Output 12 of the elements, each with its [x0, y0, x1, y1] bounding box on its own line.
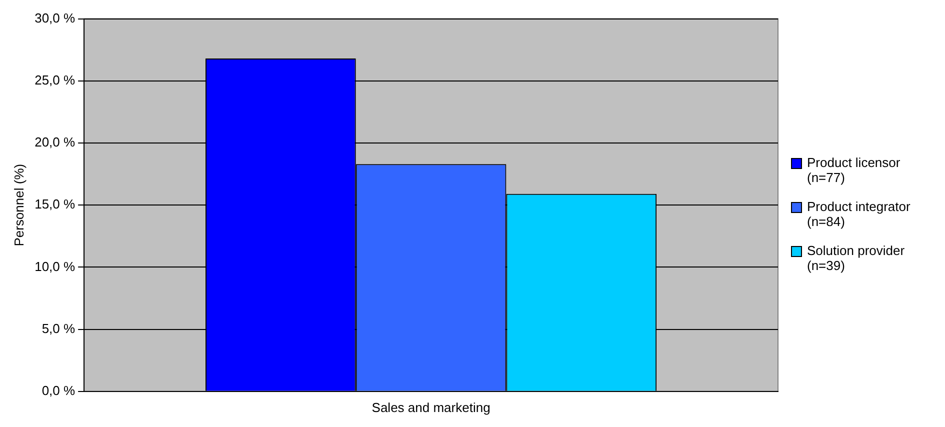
y-tick-label: 20,0 %: [34, 134, 76, 150]
x-tick-label: Sales and marketing: [372, 400, 490, 415]
y-tick-label: 15,0 %: [34, 196, 76, 212]
y-tick-label: 10,0 %: [34, 258, 76, 274]
legend-label: Solution provider (n=39): [807, 242, 906, 272]
legend-label: Product licensor (n=77): [807, 154, 902, 184]
legend-label: Product integrator (n=84): [807, 198, 912, 228]
y-tick-label: 25,0 %: [34, 72, 76, 88]
y-tick-label: 5,0 %: [42, 320, 76, 336]
y-tick-label: 30,0 %: [34, 10, 76, 26]
y-axis-title: Personnel (%): [11, 164, 26, 246]
y-tick-label: 0,0 %: [42, 382, 76, 398]
